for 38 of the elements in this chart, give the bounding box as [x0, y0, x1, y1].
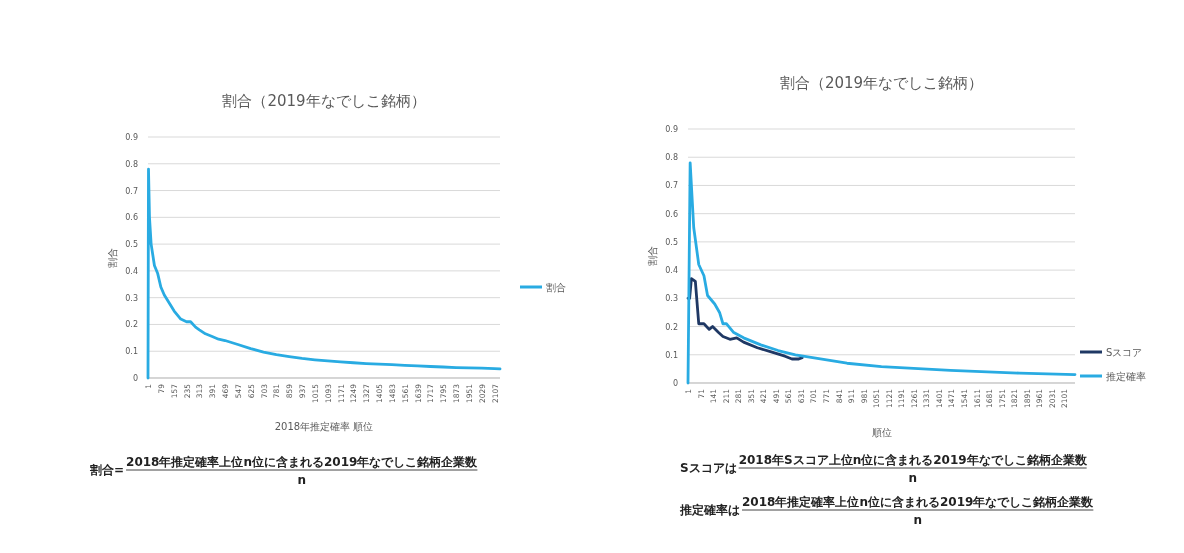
text: 2018年Sスコア上位n位に含まれる2019年なでしこ銘柄企業数	[738, 453, 1088, 467]
text: 割合=	[89, 463, 125, 477]
y-tick-label: 0.3	[125, 293, 138, 303]
y-tick-label: 0.5	[665, 237, 678, 247]
y-tick-label: 0.9	[125, 133, 138, 142]
y-tick-label: 0.7	[665, 181, 678, 191]
x-axis-title: 2018年推定確率 順位	[274, 421, 374, 432]
y-tick-label: 0.1	[665, 350, 678, 360]
y-axis-title: 割合	[647, 246, 658, 266]
y-tick-label: 0.5	[125, 240, 138, 250]
x-axis-title: 順位	[871, 427, 892, 438]
y-tick-label: 0.8	[125, 159, 138, 169]
chart-title: 割合（2019年なでしこ銘柄）	[222, 92, 426, 110]
y-tick-label: 0.4	[125, 266, 138, 276]
y-tick-label: 0.6	[665, 209, 678, 219]
legend-label: 割合	[546, 282, 566, 293]
text: 2018年推定確率上位n位に含まれる2019年なでしこ銘柄企業数	[742, 495, 1095, 509]
legend-label: Sスコア	[1106, 347, 1143, 358]
y-tick-label: 0	[672, 379, 678, 388]
text: n	[297, 473, 307, 487]
text: n	[908, 471, 917, 485]
y-tick-label: 0.3	[665, 294, 678, 304]
y-axis-title: 割合	[107, 247, 118, 268]
text: 2018年推定確率上位n位に含まれる2019年なでしこ銘柄企業数	[126, 455, 479, 469]
text: 推定確率は	[679, 503, 740, 517]
y-tick-label: 0.1	[125, 347, 138, 357]
y-tick-label: 0	[132, 374, 138, 383]
y-tick-label: 0.2	[665, 322, 678, 332]
y-tick-label: 0.9	[665, 125, 678, 134]
chart-title: 割合（2019年なでしこ銘柄）	[779, 74, 984, 92]
text: n	[913, 513, 922, 527]
text: Sスコアは	[680, 461, 737, 475]
y-tick-label: 0.2	[125, 320, 138, 330]
legend-label: 推定確率	[1106, 371, 1146, 382]
y-tick-label: 0.7	[125, 186, 138, 196]
y-tick-label: 0.8	[665, 153, 678, 163]
y-tick-label: 0.6	[125, 213, 138, 223]
y-tick-label: 0.4	[665, 266, 678, 276]
